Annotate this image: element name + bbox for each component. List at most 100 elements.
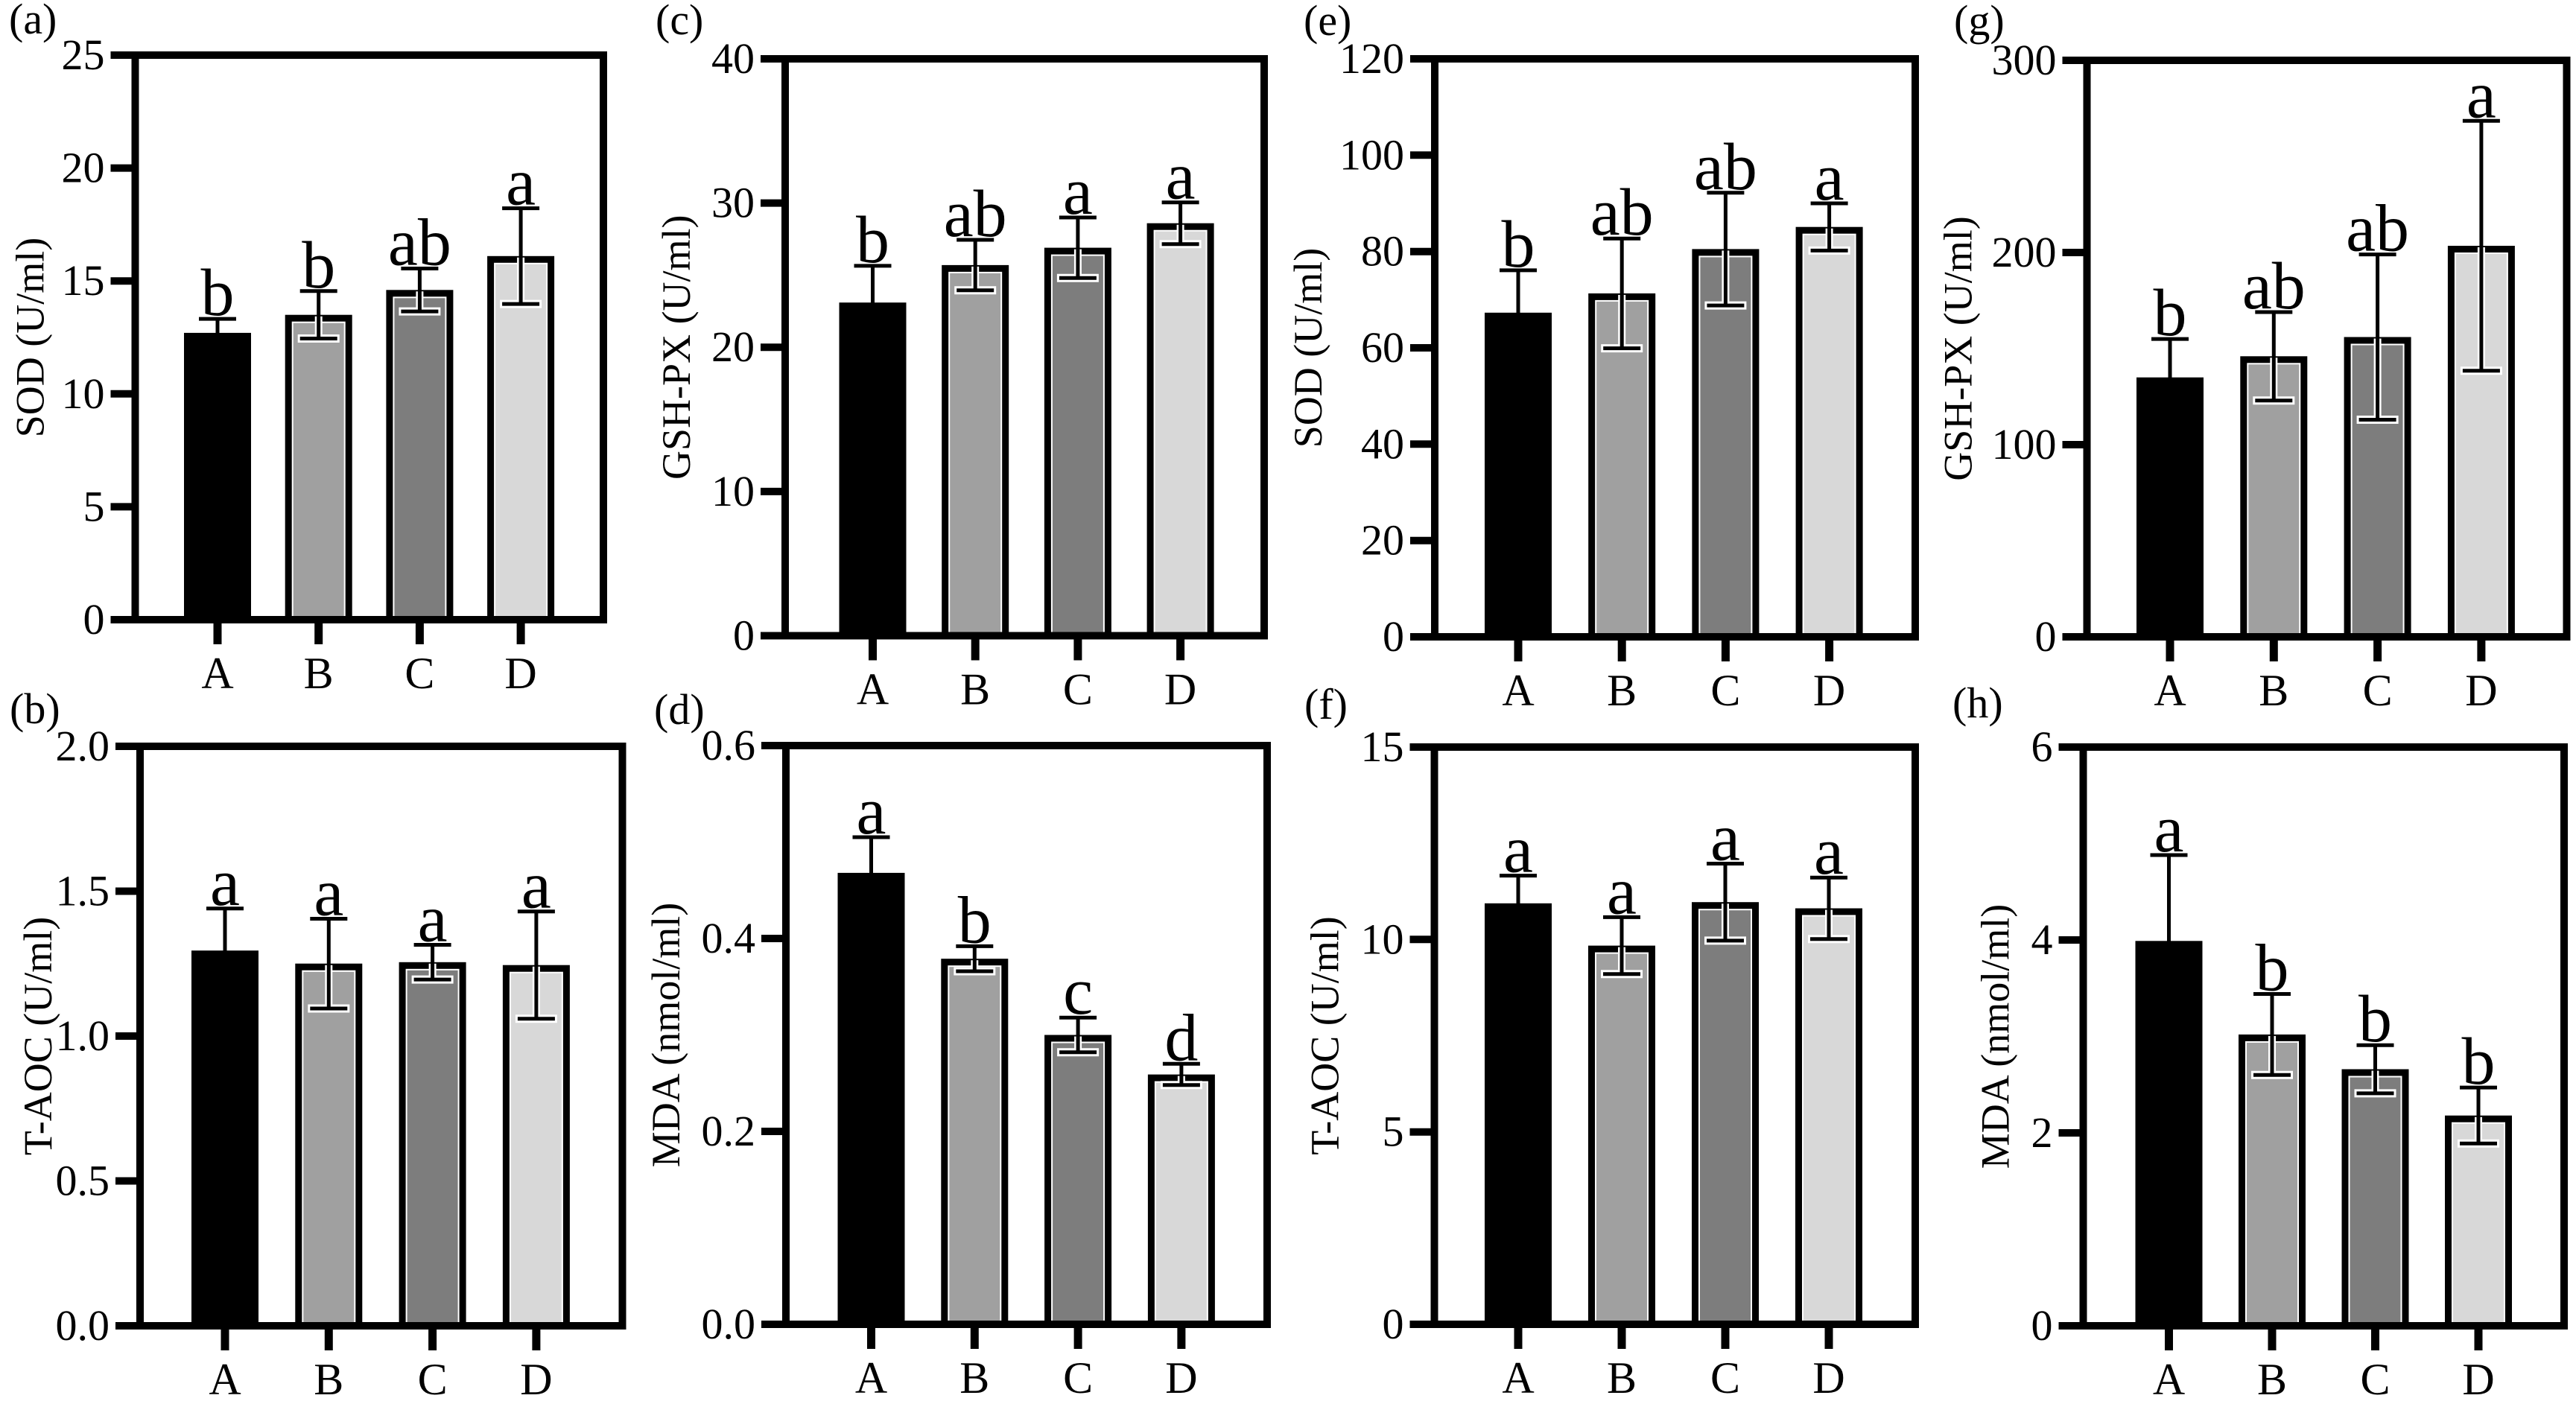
svg-text:b: b — [856, 203, 889, 277]
svg-text:(d): (d) — [654, 685, 705, 734]
svg-text:d: d — [1164, 1001, 1198, 1075]
svg-text:D: D — [1812, 1353, 1844, 1403]
svg-text:0: 0 — [83, 595, 105, 644]
svg-text:b: b — [2462, 1025, 2496, 1099]
svg-text:D: D — [2462, 1355, 2494, 1404]
svg-text:A: A — [2154, 666, 2186, 715]
svg-text:10: 10 — [711, 467, 755, 515]
svg-text:0: 0 — [2035, 612, 2057, 661]
svg-text:0.6: 0.6 — [702, 721, 756, 769]
svg-text:40: 40 — [1361, 419, 1404, 468]
svg-text:0.0: 0.0 — [56, 1301, 110, 1350]
svg-text:C: C — [1063, 665, 1093, 714]
svg-text:C: C — [418, 1355, 448, 1404]
svg-text:A: A — [1502, 1353, 1534, 1403]
svg-text:0.2: 0.2 — [702, 1107, 756, 1155]
svg-text:1.5: 1.5 — [56, 867, 110, 915]
svg-text:D: D — [2465, 666, 2497, 715]
svg-text:T-AOC (U/ml): T-AOC (U/ml) — [16, 917, 60, 1156]
svg-text:80: 80 — [1361, 227, 1404, 276]
svg-text:0.5: 0.5 — [56, 1157, 110, 1205]
svg-text:C: C — [2363, 666, 2393, 715]
svg-text:a: a — [210, 846, 240, 920]
svg-text:(b): (b) — [10, 684, 60, 733]
svg-text:b: b — [1502, 208, 1535, 282]
svg-text:20: 20 — [1361, 516, 1404, 565]
svg-text:C: C — [1710, 666, 1740, 715]
svg-text:(e): (e) — [1304, 0, 1351, 45]
svg-text:B: B — [1607, 1353, 1637, 1403]
svg-text:b: b — [302, 229, 335, 302]
svg-text:0.0: 0.0 — [702, 1300, 756, 1348]
svg-text:ab: ab — [1590, 176, 1654, 250]
svg-text:D: D — [1813, 666, 1845, 715]
svg-text:ab: ab — [2346, 192, 2409, 266]
svg-text:2: 2 — [2031, 1108, 2053, 1157]
svg-text:C: C — [2360, 1355, 2390, 1404]
svg-text:A: A — [857, 665, 889, 714]
svg-text:B: B — [1607, 666, 1637, 715]
svg-text:B: B — [960, 665, 990, 714]
svg-text:a: a — [521, 849, 551, 923]
svg-text:A: A — [2153, 1355, 2185, 1404]
svg-text:0: 0 — [1383, 1300, 1404, 1348]
svg-text:C: C — [405, 649, 434, 698]
svg-text:15: 15 — [1361, 722, 1404, 771]
svg-text:25: 25 — [62, 31, 105, 79]
svg-text:B: B — [2257, 1355, 2287, 1404]
svg-text:B: B — [304, 649, 334, 698]
svg-text:B: B — [314, 1355, 343, 1404]
svg-text:ab: ab — [1694, 130, 1757, 204]
svg-text:(f): (f) — [1304, 680, 1348, 728]
svg-text:b: b — [2358, 982, 2392, 1056]
svg-text:100: 100 — [1339, 130, 1404, 179]
svg-text:10: 10 — [62, 369, 105, 418]
svg-text:B: B — [959, 1353, 989, 1403]
svg-text:ab: ab — [388, 206, 451, 280]
svg-text:120: 120 — [1339, 34, 1404, 83]
svg-text:10: 10 — [1361, 915, 1404, 963]
svg-text:40: 40 — [711, 34, 755, 83]
svg-text:a: a — [314, 857, 343, 930]
svg-text:20: 20 — [711, 323, 755, 371]
svg-text:A: A — [209, 1355, 241, 1404]
svg-text:A: A — [1502, 666, 1534, 715]
svg-text:D: D — [1165, 1353, 1197, 1403]
svg-text:5: 5 — [83, 482, 105, 530]
svg-text:60: 60 — [1361, 323, 1404, 372]
svg-text:200: 200 — [1992, 228, 2057, 276]
svg-text:a: a — [1063, 155, 1093, 229]
svg-text:0: 0 — [1383, 612, 1404, 661]
svg-text:D: D — [520, 1355, 552, 1404]
svg-text:ab: ab — [944, 177, 1007, 251]
svg-text:15: 15 — [62, 256, 105, 305]
svg-text:b: b — [201, 256, 235, 330]
svg-text:MDA (nmol/ml): MDA (nmol/ml) — [1973, 904, 2018, 1169]
svg-text:(c): (c) — [656, 0, 703, 44]
svg-text:2.0: 2.0 — [56, 722, 110, 770]
svg-text:b: b — [2256, 932, 2289, 1006]
svg-text:1.0: 1.0 — [56, 1011, 110, 1060]
svg-text:5: 5 — [1383, 1108, 1404, 1156]
svg-text:4: 4 — [2031, 915, 2053, 964]
svg-text:b: b — [958, 883, 992, 957]
svg-text:c: c — [1063, 955, 1093, 1029]
svg-text:T-AOC (U/ml): T-AOC (U/ml) — [1303, 916, 1348, 1155]
svg-text:ab: ab — [2242, 250, 2306, 323]
svg-text:a: a — [1710, 801, 1740, 875]
svg-text:0.4: 0.4 — [702, 914, 756, 962]
svg-text:a: a — [1815, 141, 1844, 215]
svg-text:a: a — [2466, 58, 2496, 132]
svg-text:a: a — [506, 146, 536, 220]
svg-text:300: 300 — [1992, 36, 2057, 84]
svg-text:B: B — [2259, 666, 2288, 715]
svg-text:SOD (U/ml): SOD (U/ml) — [1286, 248, 1330, 448]
svg-text:a: a — [1607, 854, 1637, 928]
svg-text:(h): (h) — [1952, 679, 2003, 727]
svg-text:30: 30 — [711, 179, 755, 227]
svg-text:A: A — [201, 649, 233, 698]
svg-text:0: 0 — [2031, 1301, 2053, 1350]
svg-text:GSH-PX (U/ml): GSH-PX (U/ml) — [654, 215, 699, 480]
svg-text:a: a — [857, 775, 886, 848]
svg-text:a: a — [2154, 792, 2184, 866]
